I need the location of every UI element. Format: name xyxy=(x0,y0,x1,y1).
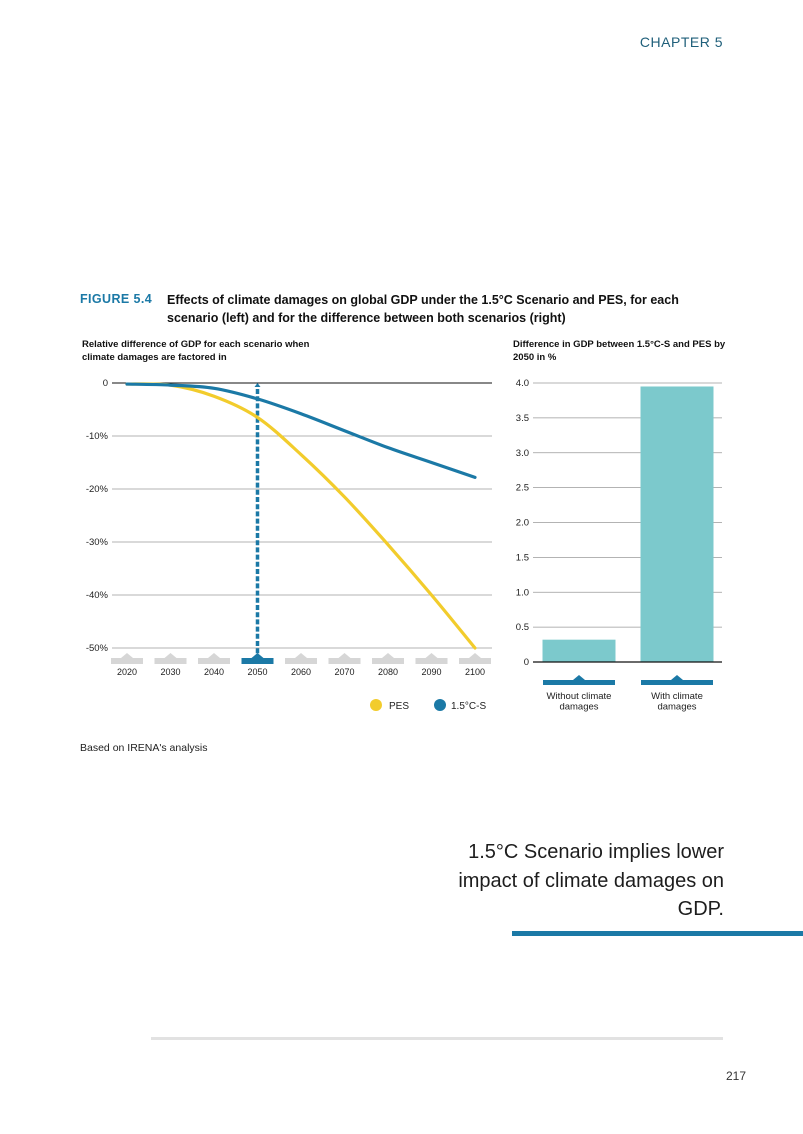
bar xyxy=(542,639,616,662)
figure-number: FIGURE 5.4 xyxy=(80,292,153,306)
y-tick-label: 3.5 xyxy=(516,413,529,424)
x-tick-label: 2100 xyxy=(465,667,485,677)
bar-chart: 0 0.5 1.0 1.5 2.0 2.5 3.0 3.5 4.0 Without climate… xyxy=(516,378,722,713)
page-number: 217 xyxy=(725,1069,746,1083)
series-line-1-5c-s xyxy=(125,382,477,479)
x-tick-tab xyxy=(111,658,143,664)
y-tick-label: 4.0 xyxy=(516,378,529,389)
x-tick-tab xyxy=(328,658,361,664)
callout-underline xyxy=(512,931,803,936)
x-tick-notch xyxy=(164,653,177,658)
x-tick-label: 2070 xyxy=(334,667,354,677)
chapter-label: CHAPTER 5 xyxy=(639,34,723,50)
x-tick-notch xyxy=(382,653,394,658)
legend-label-1-5c-s: 1.5°C-S xyxy=(451,701,486,712)
y-tick-label: 2.5 xyxy=(516,483,529,494)
figure-source: Based on IRENA's analysis xyxy=(80,742,208,754)
right-chart-subtitle: Difference in GDP between 1.5°C-S and PE… xyxy=(513,339,726,363)
x-tick-tab xyxy=(198,658,230,664)
x-tick-notch xyxy=(469,653,481,658)
x-tick-label: 2040 xyxy=(204,667,224,677)
category-label-without-climate-damages: Without climate damages xyxy=(547,691,612,713)
y-tick-label: 0.5 xyxy=(516,622,529,633)
line-chart: 0 -10% -20% -30% -40% -50% 2020 2030 2040 2050 206… xyxy=(86,378,492,712)
y-tick-label: 0 xyxy=(524,657,529,668)
x-tick-notch xyxy=(121,653,133,658)
y-tick-label: 1.5 xyxy=(516,552,529,563)
category-tab-notch xyxy=(573,675,585,680)
x-tick-label: 2080 xyxy=(378,667,398,677)
category-tab xyxy=(641,680,713,685)
legend-label-pes: PES xyxy=(389,701,409,712)
y-tick-label: -20% xyxy=(86,484,109,495)
x-tick-notch xyxy=(295,653,307,658)
x-tick-tab xyxy=(154,658,187,664)
y-tick-label: 3.0 xyxy=(516,448,529,459)
y-tick-label: -10% xyxy=(86,431,109,442)
highlight-marker-cap xyxy=(254,383,261,387)
x-tick-tab xyxy=(415,658,448,664)
x-tick-tab xyxy=(372,658,404,664)
x-tick-label: 2030 xyxy=(160,667,180,677)
category-label-with-climate-damages: With climate damages xyxy=(651,691,703,713)
series-line-pes xyxy=(125,382,477,650)
y-tick-label: 2.0 xyxy=(516,518,529,529)
x-tick-tab xyxy=(241,658,274,664)
x-tick-label: 2090 xyxy=(421,667,441,677)
y-tick-label: -40% xyxy=(86,590,109,601)
x-tick-notch xyxy=(425,653,438,658)
y-tick-label: 1.0 xyxy=(516,587,529,598)
figure-title: Effects of climate damages on global GDP… xyxy=(167,293,679,325)
legend-marker-1-5c-s xyxy=(434,699,446,711)
category-tab-notch xyxy=(671,675,683,680)
footer-divider xyxy=(151,1037,723,1040)
x-tick-label: 2050 xyxy=(247,667,267,677)
figure-charts: 0 -10% -20% -30% -40% -50% 2020 2030 2040 2050 206… xyxy=(86,378,722,713)
category-tab xyxy=(543,680,615,685)
bar xyxy=(640,386,714,662)
x-tick-notch xyxy=(208,653,220,658)
y-tick-label: -30% xyxy=(86,537,109,548)
callout-text: 1.5°C Scenario implies lower impact of c… xyxy=(458,841,724,920)
x-tick-label: 2020 xyxy=(117,667,137,677)
left-chart-subtitle: Relative difference of GDP for each scen… xyxy=(82,339,310,363)
x-tick-tab xyxy=(459,658,491,664)
x-tick-label: 2060 xyxy=(291,667,311,677)
y-tick-label: 0 xyxy=(103,378,108,389)
x-tick-tab xyxy=(285,658,317,664)
y-tick-label: -50% xyxy=(86,643,109,654)
x-tick-notch xyxy=(338,653,351,658)
legend-marker-pes xyxy=(370,699,382,711)
